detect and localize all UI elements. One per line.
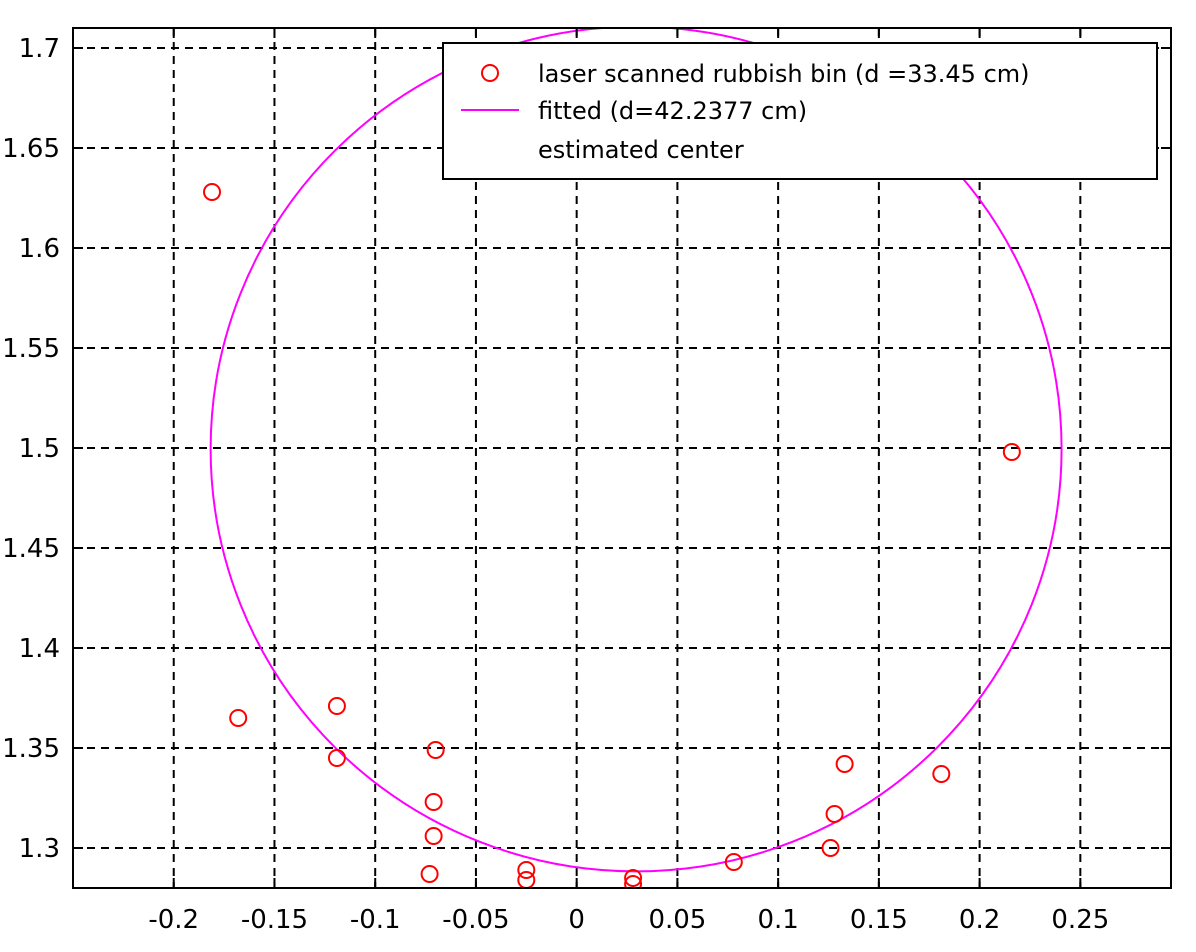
data-point xyxy=(1002,443,1021,461)
data-point xyxy=(821,839,840,857)
x-tick-label: -0.1 xyxy=(350,905,401,935)
data-point xyxy=(624,875,643,888)
legend-label-fitted: fitted (d=42.2377 cm) xyxy=(538,97,807,125)
y-tick-label: 1.5 xyxy=(19,434,60,464)
y-tick-label: 1.65 xyxy=(2,134,60,164)
data-point xyxy=(624,869,643,887)
data-point xyxy=(426,741,445,759)
axis-ticks: -0.2 -0.15 -0.1 -0.05 0 0.05 0.1 0.15 0.2 0.25 1.3… xyxy=(2,28,1171,935)
y-tick-label: 1.7 xyxy=(19,34,60,64)
data-point xyxy=(424,793,443,811)
plot-frame xyxy=(72,27,1172,889)
data-point xyxy=(835,755,854,773)
data-point xyxy=(203,183,222,201)
data-point xyxy=(517,861,536,879)
y-tick-label: 1.4 xyxy=(19,634,60,664)
legend: laser scanned rubbish bin (d =33.45 cm) … xyxy=(442,42,1158,180)
legend-label-scatter: laser scanned rubbish bin (d =33.45 cm) xyxy=(538,60,1030,88)
legend-label-center: estimated center xyxy=(538,136,744,164)
x-tick-label: 0.25 xyxy=(1051,905,1109,935)
x-tick-label: 0.15 xyxy=(850,905,908,935)
x-tick-label: -0.15 xyxy=(241,905,308,935)
data-points-layer xyxy=(203,183,1021,888)
legend-marker-scatter xyxy=(481,64,499,82)
x-tick-label: 0 xyxy=(568,905,585,935)
data-point xyxy=(229,709,248,727)
data-point xyxy=(327,697,346,715)
data-point xyxy=(724,853,743,871)
x-tick-label: -0.05 xyxy=(442,905,509,935)
y-tick-label: 1.3 xyxy=(19,834,60,864)
data-point xyxy=(327,749,346,767)
x-tick-label: 0.1 xyxy=(757,905,798,935)
y-tick-label: 1.35 xyxy=(2,734,60,764)
x-tick-label: 0.2 xyxy=(959,905,1000,935)
y-tick-label: 1.45 xyxy=(2,534,60,564)
data-point xyxy=(424,827,443,845)
legend-box xyxy=(442,42,1158,180)
data-point xyxy=(932,765,951,783)
data-point xyxy=(825,805,844,823)
x-tick-label: -0.2 xyxy=(148,905,199,935)
data-point xyxy=(517,871,536,888)
y-tick-label: 1.6 xyxy=(19,234,60,264)
y-tick-label: 1.55 xyxy=(2,334,60,364)
x-tick-label: 0.05 xyxy=(648,905,706,935)
data-point xyxy=(420,865,439,883)
